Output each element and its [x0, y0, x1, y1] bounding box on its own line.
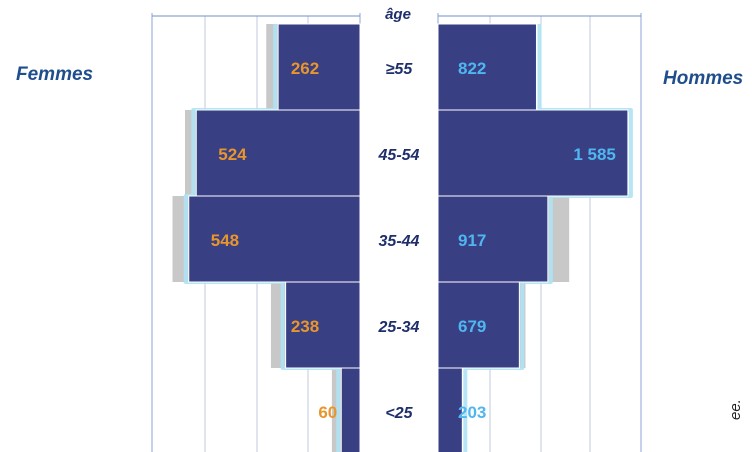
- male-bar-0: [437, 23, 537, 111]
- male-bar-2: [437, 195, 549, 283]
- female-bar-1: [195, 109, 361, 197]
- age-axis-title: âge: [385, 6, 411, 23]
- male-bar-1: [437, 109, 629, 197]
- age-category-label-1: 45-54: [378, 147, 420, 164]
- age-category-label-3: 25-34: [378, 319, 420, 336]
- female-value-label-3: 238: [291, 317, 319, 336]
- female-value-label-2: 548: [211, 231, 239, 250]
- female-bar-0: [277, 23, 361, 111]
- male-bar-3: [437, 281, 520, 369]
- female-value-label-0: 262: [291, 59, 319, 78]
- male-side-title: Hommes: [663, 68, 744, 89]
- male-value-label-4: 203: [458, 403, 486, 422]
- female-bar-2: [188, 195, 361, 283]
- male-value-label-2: 917: [458, 231, 486, 250]
- labels: âge 262 524 548 238 60 822 1 585 917 679 203 ≥55 45-…: [211, 6, 616, 422]
- female-value-label-4: 60: [318, 403, 337, 422]
- female-value-label-1: 524: [218, 145, 247, 164]
- bars: [188, 23, 629, 452]
- male-value-label-3: 679: [458, 317, 486, 336]
- age-category-label-4: <25: [385, 405, 413, 422]
- male-bar-4: [437, 367, 463, 452]
- age-category-label-0: ≥55: [386, 61, 414, 78]
- female-bar-3: [285, 281, 361, 369]
- female-side-title: Femmes: [16, 64, 94, 85]
- male-value-label-0: 822: [458, 59, 486, 78]
- male-value-label-1: 1 585: [573, 145, 616, 164]
- age-category-label-2: 35-44: [379, 233, 420, 250]
- female-bar-4: [340, 367, 361, 452]
